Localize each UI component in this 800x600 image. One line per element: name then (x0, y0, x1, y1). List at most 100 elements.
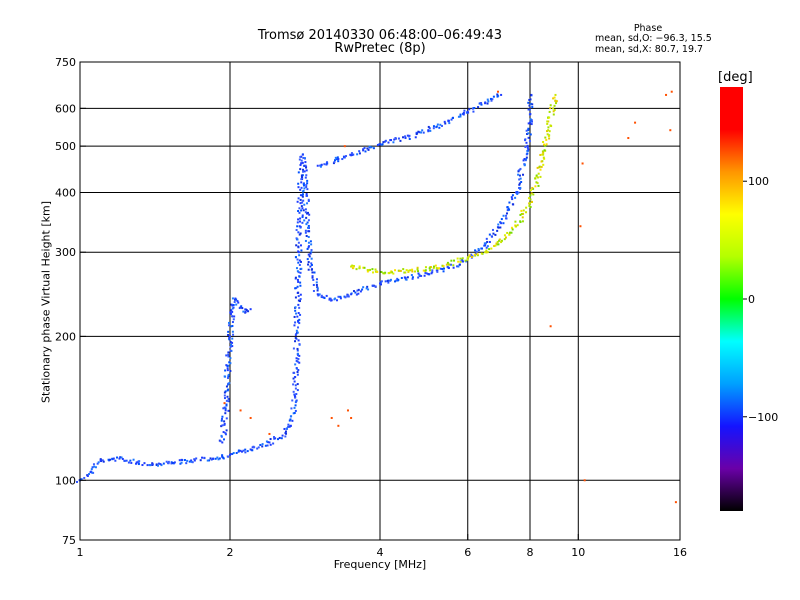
echo-point (477, 247, 480, 250)
echo-point (363, 266, 366, 269)
echo-point (387, 281, 390, 284)
echo-point (530, 93, 533, 96)
echo-point (224, 390, 227, 393)
echo-point (220, 419, 223, 422)
echo-point (518, 183, 521, 186)
noise-point (343, 145, 346, 148)
echo-point (269, 443, 272, 446)
echo-point (296, 238, 299, 241)
echo-point (300, 181, 303, 184)
echo-point (307, 224, 310, 227)
echo-point (330, 299, 333, 302)
echo-point (337, 160, 340, 163)
echo-point (235, 298, 238, 301)
noise-point (350, 416, 353, 419)
echo-point (421, 129, 424, 132)
echo-point (499, 221, 502, 224)
echo-point (343, 156, 346, 159)
echo-point (296, 315, 299, 318)
echo-point (297, 339, 300, 342)
noise-point (665, 93, 668, 96)
echo-point (525, 129, 528, 132)
echo-point (301, 221, 304, 224)
echo-point (449, 263, 452, 266)
echo-point (511, 198, 514, 201)
y-tick-label: 75 (62, 534, 76, 547)
echo-point (361, 288, 364, 291)
echo-point (303, 157, 306, 160)
echo-point (311, 276, 314, 279)
noise-point (496, 90, 499, 93)
echo-point (399, 139, 402, 142)
echo-point (230, 303, 233, 306)
echo-point (456, 265, 459, 268)
echo-point (297, 218, 300, 221)
echo-point (252, 445, 255, 448)
echo-point (209, 457, 212, 460)
echo-point (306, 179, 309, 182)
echo-point (486, 245, 489, 248)
echo-point (143, 462, 146, 465)
echo-point (319, 165, 322, 168)
colorbar-tick-label: −100 (748, 411, 778, 424)
echo-point (281, 434, 284, 437)
echo-point (109, 458, 112, 461)
echo-point (491, 228, 494, 231)
echo-point (527, 122, 530, 125)
echo-point (417, 272, 420, 275)
echo-point (225, 429, 228, 432)
echo-point (363, 146, 366, 149)
echo-point (230, 325, 233, 328)
echo-point (432, 267, 435, 270)
echo-point (185, 462, 188, 465)
echo-point (235, 452, 238, 455)
echo-point (300, 174, 303, 177)
echo-point (547, 135, 550, 138)
echo-point (307, 261, 310, 264)
echo-point (188, 460, 191, 463)
echo-point (496, 241, 499, 244)
echo-point (370, 146, 373, 149)
echo-point (245, 309, 248, 312)
echo-point (289, 418, 292, 421)
echo-point (347, 295, 350, 298)
echo-point (97, 461, 100, 464)
echo-point (295, 393, 298, 396)
echo-point (522, 159, 525, 162)
echo-point (530, 192, 533, 195)
echo-point (529, 112, 532, 115)
echo-point (297, 312, 300, 315)
echo-point (371, 268, 374, 271)
echo-point (389, 139, 392, 142)
echo-point (498, 238, 501, 241)
echo-point (296, 331, 299, 334)
echo-point (229, 369, 232, 372)
echo-point (502, 222, 505, 225)
echo-point (424, 269, 427, 272)
echo-point (334, 159, 337, 162)
echo-point (514, 220, 517, 223)
echo-point (227, 333, 230, 336)
echo-point (515, 191, 518, 194)
echo-point (366, 285, 369, 288)
echo-point (298, 207, 301, 210)
echo-point (223, 406, 226, 409)
echo-point (231, 452, 234, 455)
echo-point (441, 124, 444, 127)
echo-point (472, 110, 475, 113)
echo-point (528, 140, 531, 143)
echo-point (299, 298, 302, 301)
echo-point (294, 396, 297, 399)
echo-point (362, 286, 365, 289)
echo-point (229, 335, 231, 338)
echo-point (366, 270, 369, 273)
echo-point (93, 465, 96, 468)
axis-ticks: 1 2 4 6 8 10 16 75 100 200 300 400 500 600 750 (55, 56, 687, 559)
echo-point (427, 130, 430, 133)
echo-point (447, 267, 450, 270)
echo-point (294, 340, 297, 343)
echo-point (396, 277, 399, 280)
echo-point (404, 135, 407, 138)
echo-point (300, 249, 303, 252)
echo-point (299, 155, 302, 158)
